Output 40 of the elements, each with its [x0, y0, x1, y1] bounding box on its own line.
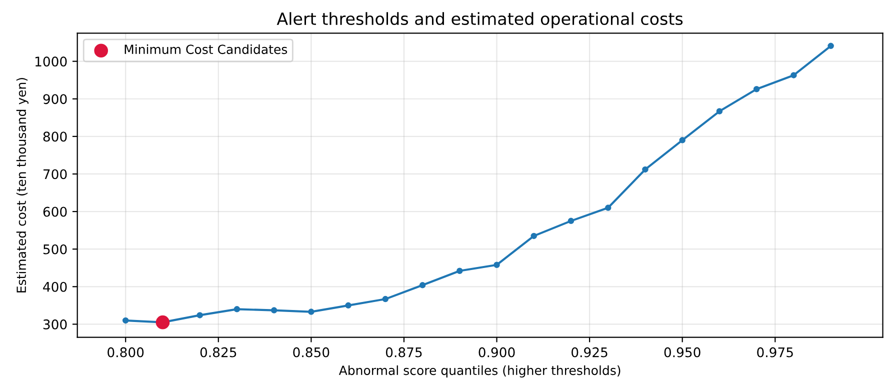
point	[270, 307, 278, 314]
point	[753, 86, 760, 92]
x-tick-label: 0.975	[757, 347, 793, 358]
point	[828, 42, 834, 50]
x-tick-label: 0.950	[664, 347, 700, 358]
point	[345, 302, 352, 309]
y-tick-label: 400	[43, 282, 67, 292]
y-tick-label: 900	[43, 94, 67, 104]
x-tick-label: 0.825	[200, 347, 236, 358]
point	[790, 72, 797, 78]
legend-label: Minimum Cost Candidates	[124, 44, 288, 54]
x-axis-title: Abnormal score quantiles (higher thresholds)	[338, 365, 620, 378]
point	[679, 137, 686, 144]
point	[530, 232, 538, 240]
x-tick-label: 0.925	[572, 347, 608, 358]
point	[308, 308, 314, 315]
y-tick-label: 600	[43, 206, 67, 217]
point	[642, 166, 648, 173]
point	[716, 108, 723, 114]
point	[234, 306, 240, 312]
x-tick-label: 0.850	[293, 347, 330, 358]
point	[419, 282, 426, 288]
y-tick-label: 700	[44, 169, 67, 180]
x-tick-label: 0.900	[478, 347, 515, 358]
point	[382, 296, 389, 302]
y-tick-label: 300	[43, 319, 67, 330]
point	[494, 262, 500, 268]
point	[568, 218, 574, 224]
point	[196, 312, 203, 318]
point	[604, 204, 612, 211]
point	[456, 268, 463, 274]
y-tick-label: 1000	[35, 56, 67, 67]
y-axis-title: Estimated cost (ten thousand yen)	[16, 78, 28, 292]
point	[122, 317, 129, 324]
y-tick-label: 500	[43, 244, 67, 254]
x-tick-label: 0.800	[108, 347, 144, 358]
chart-title: Alert thresholds and estimated operational costs	[276, 12, 683, 28]
x-tick-label: 0.875	[386, 347, 422, 358]
point	[156, 315, 170, 330]
y-tick-label: 800	[43, 132, 67, 142]
